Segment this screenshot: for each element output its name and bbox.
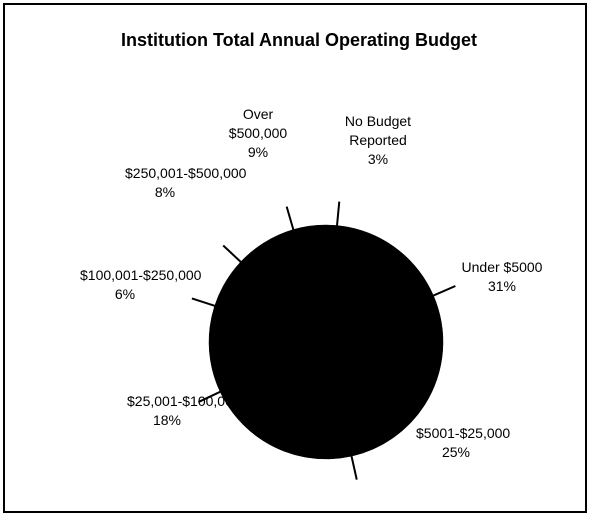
- value-label: 9%: [247, 144, 269, 160]
- slice-label: $250,001-$500,000 8%: [125, 164, 247, 202]
- pie-slice: [208, 327, 327, 442]
- category-label: $250,001-$500,000: [125, 165, 247, 181]
- slice-label: Over $500,000 9%: [213, 105, 303, 162]
- value-label: 6%: [114, 286, 136, 302]
- category-label: $5001-$25,000: [416, 425, 511, 441]
- slice-label: No Budget Reported 3%: [328, 112, 428, 169]
- slice-label: $5001-$25,000 25%: [416, 424, 511, 462]
- leader-line: [336, 201, 341, 226]
- leader-line: [191, 297, 216, 307]
- value-label: 3%: [367, 151, 389, 167]
- leader-line: [350, 455, 358, 480]
- slice-label: Under $5000 31%: [437, 258, 567, 296]
- category-label: $25,001-$100,000: [127, 393, 241, 409]
- leader-line: [222, 244, 242, 263]
- category-label: Over $500,000: [228, 106, 288, 141]
- leader-line: [197, 390, 221, 403]
- value-label: 25%: [441, 444, 471, 460]
- value-label: 8%: [154, 184, 176, 200]
- category-label: No Budget Reported: [344, 113, 412, 148]
- pie-slice: [262, 341, 426, 460]
- leader-line: [432, 285, 456, 297]
- slice-label: $25,001-$100,000 18%: [127, 392, 241, 430]
- leader-line: [285, 206, 295, 230]
- category-label: Under $5000: [461, 259, 543, 275]
- chart-frame: [3, 3, 587, 513]
- value-label: 18%: [152, 412, 182, 428]
- slice-label: $100,001-$250,000 6%: [80, 266, 202, 304]
- chart-title: Institution Total Annual Operating Budge…: [121, 30, 477, 50]
- value-label: 31%: [487, 278, 517, 294]
- category-label: $100,001-$250,000: [80, 267, 202, 283]
- pie-slice: [262, 224, 327, 343]
